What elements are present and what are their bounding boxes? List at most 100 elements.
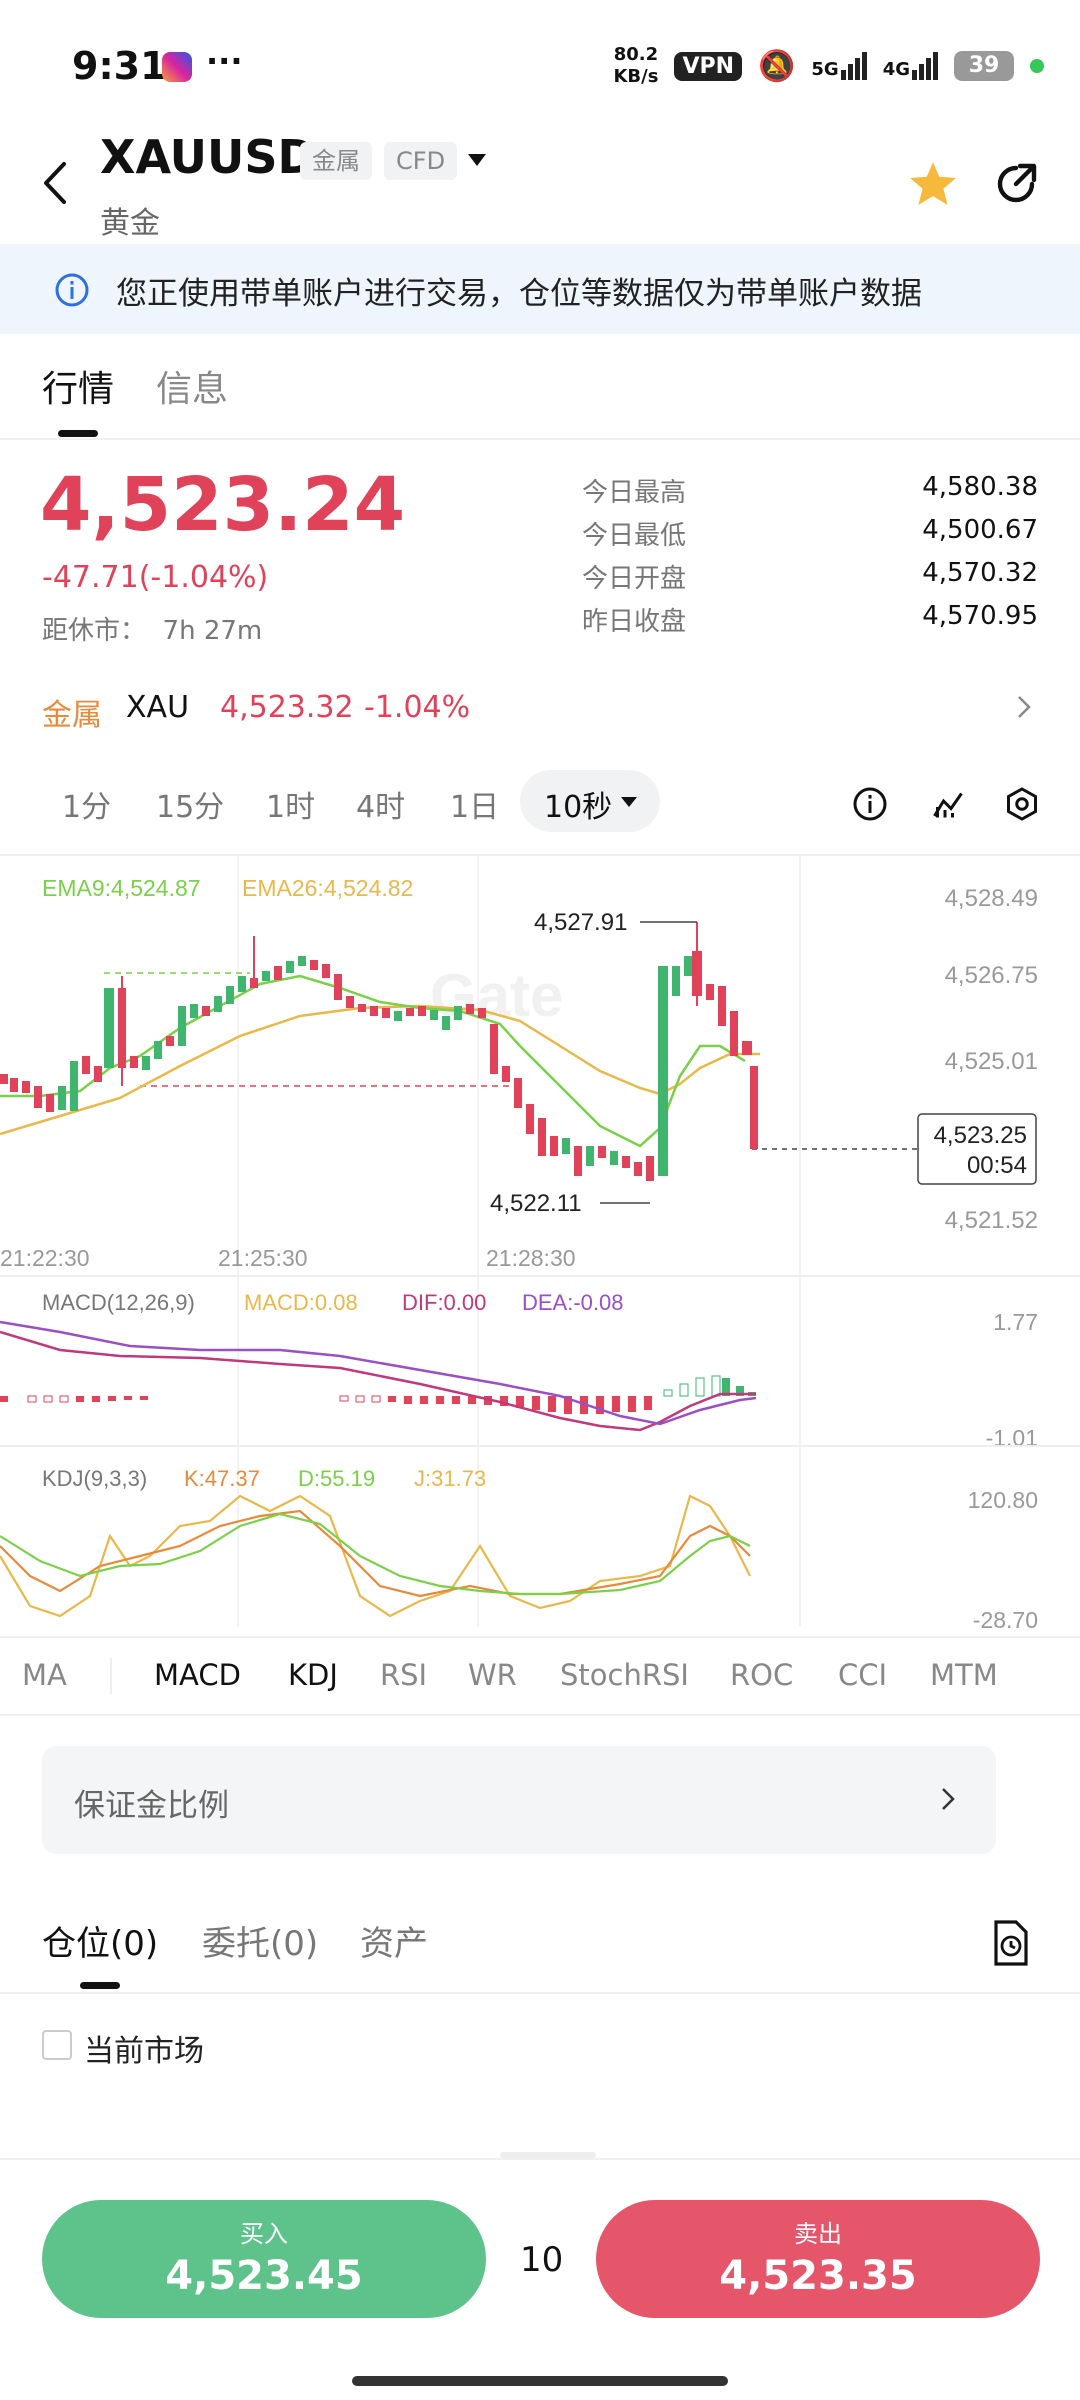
sell-button[interactable]: 卖出 4,523.35 xyxy=(596,2200,1040,2318)
interval-1h[interactable]: 1时 xyxy=(266,790,316,825)
underlying-price: 4,523.32 xyxy=(220,690,354,725)
indicator-ma[interactable]: MA xyxy=(22,1658,67,1692)
indicator-icon[interactable] xyxy=(930,786,966,822)
ema26-legend: EMA26:4,524.82 xyxy=(242,875,413,901)
margin-chevron-icon xyxy=(942,1788,955,1810)
macd-max: 1.77 xyxy=(993,1309,1038,1335)
more-dots-icon: ··· xyxy=(206,42,243,80)
indicator-cci[interactable]: CCI xyxy=(838,1658,888,1692)
kdj-min: -28.70 xyxy=(973,1607,1038,1633)
indicator-kdj[interactable]: KDJ xyxy=(288,1658,338,1692)
buy-price: 4,523.45 xyxy=(165,2253,363,2299)
chart-top-divider xyxy=(0,854,1080,856)
indicator-mtm[interactable]: MTM xyxy=(930,1658,998,1692)
stat-label-open: 今日开盘 xyxy=(582,564,687,594)
candle-countdown: 00:54 xyxy=(967,1152,1027,1179)
chart-info-icon[interactable] xyxy=(852,786,888,822)
share-icon[interactable] xyxy=(992,160,1040,208)
home-indicator[interactable] xyxy=(352,2376,728,2386)
tab-market[interactable]: 行情 xyxy=(42,369,115,410)
signal-5g-icon: 5G xyxy=(811,52,867,80)
indicator-separator xyxy=(110,1658,112,1694)
current-market-checkbox[interactable] xyxy=(42,2030,72,2060)
macd-min: -1.01 xyxy=(986,1425,1038,1451)
battery-icon: 39 xyxy=(954,51,1014,81)
favorite-star-icon[interactable] xyxy=(908,160,958,208)
y-label-4: 4,521.52 xyxy=(945,1207,1038,1234)
stat-label-low: 今日最低 xyxy=(582,521,687,551)
tab-info[interactable]: 信息 xyxy=(156,369,229,410)
stat-label-high: 今日最高 xyxy=(582,478,687,508)
indicator-wr[interactable]: WR xyxy=(468,1658,517,1692)
tab-underline xyxy=(58,430,98,437)
x-label-1: 21:22:30 xyxy=(0,1245,90,1271)
macd-histogram xyxy=(0,1375,756,1414)
stat-value-high: 4,580.38 xyxy=(922,472,1038,502)
tag-cfd: CFD xyxy=(384,142,458,180)
buy-label: 买入 xyxy=(240,2220,288,2248)
kdj-max: 120.80 xyxy=(968,1487,1038,1513)
last-price: 4,523.24 xyxy=(40,462,406,548)
indicator-stochrsi[interactable]: StochRSI xyxy=(560,1658,689,1692)
symbol-dropdown-icon[interactable] xyxy=(466,152,488,168)
market-close-countdown: 距休市： 7h 27m xyxy=(42,616,263,646)
net-speed-unit: KB/s xyxy=(613,66,659,87)
d-value: D:55.19 xyxy=(298,1466,375,1491)
macd-title: MACD(12,26,9) xyxy=(42,1290,195,1315)
interval-15m[interactable]: 15分 xyxy=(156,790,225,825)
stat-value-open: 4,570.32 xyxy=(922,558,1038,588)
stat-value-prev-close: 4,570.95 xyxy=(922,601,1038,631)
indicators-bottom-divider xyxy=(0,1714,1080,1716)
history-doc-icon[interactable] xyxy=(990,1920,1030,1966)
j-value: J:31.73 xyxy=(414,1466,486,1491)
indicator-rsi[interactable]: RSI xyxy=(380,1658,428,1692)
dea-value: DEA:-0.08 xyxy=(522,1290,624,1315)
tab-positions[interactable]: 仓位(0) xyxy=(42,1924,159,1964)
interval-1d[interactable]: 1日 xyxy=(450,790,500,825)
signal-4g-icon: 4G xyxy=(883,52,938,80)
status-time: 9:31 xyxy=(72,44,167,88)
interval-10s-selector[interactable]: 10秒 xyxy=(520,770,660,832)
interval-4h[interactable]: 4时 xyxy=(356,790,406,825)
status-bar: 9:31 ··· 80.2 KB/s VPN 🔕 5G 4G 39 xyxy=(0,0,1080,130)
underlying-category: 金属 xyxy=(42,698,102,733)
interval-dropdown-icon xyxy=(621,797,637,807)
low-marker: 4,522.11 xyxy=(490,1190,582,1217)
current-price-tag: 4,523.25 xyxy=(934,1122,1027,1149)
positions-divider xyxy=(0,1992,1080,1994)
chart-settings-icon[interactable] xyxy=(1004,786,1040,822)
macd-value: MACD:0.08 xyxy=(244,1290,358,1315)
y-label-2: 4,526.75 xyxy=(945,962,1038,989)
x-label-2: 21:25:30 xyxy=(218,1245,308,1271)
sheet-handle xyxy=(500,2152,596,2158)
margin-ratio-row[interactable]: 保证金比例 xyxy=(42,1746,996,1854)
indicator-macd[interactable]: MACD xyxy=(154,1658,241,1692)
tab-assets[interactable]: 资产 xyxy=(360,1924,428,1964)
tab-orders[interactable]: 委托(0) xyxy=(202,1924,319,1964)
underlying-row[interactable]: 金属 XAU 4,523.32 -1.04% xyxy=(0,668,1080,748)
k-value: K:47.37 xyxy=(184,1466,260,1491)
back-icon[interactable] xyxy=(36,158,76,208)
chart-watermark: Gate xyxy=(430,962,563,1029)
tabs-divider xyxy=(0,438,1080,440)
indicator-roc[interactable]: ROC xyxy=(730,1658,794,1692)
candlestick-chart[interactable]: Gate EMA9:4,524.87 EMA26:4,524.82 4,528.… xyxy=(0,856,1080,1636)
y-label-3: 4,525.01 xyxy=(945,1048,1038,1075)
active-dot-icon xyxy=(1030,59,1044,73)
interval-10s-label: 10秒 xyxy=(544,790,613,825)
candles xyxy=(0,922,758,1181)
dif-value: DIF:0.00 xyxy=(402,1290,486,1315)
y-label-1: 4,528.49 xyxy=(945,885,1038,912)
interval-1m[interactable]: 1分 xyxy=(62,790,112,825)
net-speed-value: 80.2 xyxy=(613,44,659,65)
position-tab-underline xyxy=(80,1982,120,1989)
stat-value-low: 4,500.67 xyxy=(922,515,1038,545)
underlying-symbol: XAU xyxy=(126,690,190,725)
trade-quantity[interactable]: 10 xyxy=(520,2240,564,2280)
ema9-legend: EMA9:4,524.87 xyxy=(42,875,201,901)
stat-label-prev-close: 昨日收盘 xyxy=(582,607,687,637)
sell-price: 4,523.35 xyxy=(719,2253,917,2299)
notice-text: 您正使用带单账户进行交易，仓位等数据仅为带单账户数据 xyxy=(116,276,922,312)
current-market-label: 当前市场 xyxy=(84,2034,204,2069)
buy-button[interactable]: 买入 4,523.45 xyxy=(42,2200,486,2318)
